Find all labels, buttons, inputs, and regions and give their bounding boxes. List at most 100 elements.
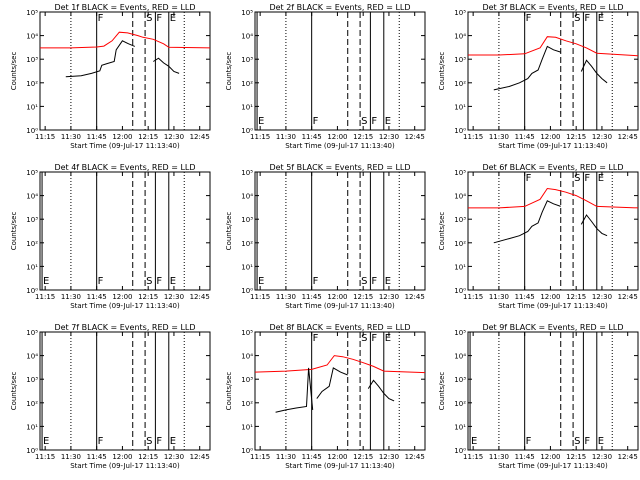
detector-panel-4: Det 4f BLACK = Events, RED = LLD 10⁰ 10¹ 10… [10, 163, 211, 310]
y-axis-label: Counts/sec [225, 212, 233, 251]
event-marker-label: F [526, 13, 532, 24]
x-tick-label: 11:30 [489, 133, 509, 141]
y-tick-label: 10⁰ [241, 287, 253, 295]
y-tick-label: 10⁵ [454, 9, 466, 17]
y-tick-label: 10² [454, 80, 466, 88]
x-tick-label: 12:15 [566, 293, 586, 301]
y-tick-label: 10⁴ [26, 193, 38, 201]
event-marker-label: F [526, 436, 532, 447]
x-tick-label: 12:45 [618, 133, 638, 141]
panel-title: Det 9f BLACK = Events, RED = LLD [482, 323, 623, 332]
series-line [65, 40, 135, 78]
x-tick-label: 12:15 [353, 133, 373, 141]
event-marker-label: S [361, 333, 367, 344]
plot-frame [254, 11, 426, 131]
y-tick-label: 10³ [241, 56, 253, 64]
panel-title: Det 8f BLACK = Events, RED = LLD [269, 323, 410, 332]
y-tick-label: 10⁴ [241, 353, 253, 361]
plot-frame [467, 11, 639, 131]
plot-frame [467, 331, 639, 451]
x-tick-label: 12:15 [138, 293, 158, 301]
y-tick-label: 10⁴ [454, 33, 466, 41]
x-axis-label: Start Time (09-Jul-17 11:13:40) [285, 142, 395, 150]
event-marker-label: F [526, 173, 532, 184]
detector-panel-8: Det 8f BLACK = Events, RED = LLD 10⁰ 10¹ 10… [225, 323, 426, 470]
detector-panel-2: Det 2f BLACK = Events, RED = LLD 10⁰ 10¹ 10… [225, 3, 426, 150]
panel-title: Det 5f BLACK = Events, RED = LLD [269, 163, 410, 172]
x-tick-label: 12:00 [112, 293, 132, 301]
series-line [316, 367, 348, 399]
x-tick-label: 11:45 [87, 453, 107, 461]
x-tick-label: 12:45 [405, 133, 425, 141]
plot-frame [39, 331, 211, 451]
x-tick-label: 11:15 [463, 453, 483, 461]
panel-title: Det 2f BLACK = Events, RED = LLD [269, 3, 410, 12]
x-tick-label: 12:00 [327, 133, 347, 141]
x-tick-label: 11:15 [463, 133, 483, 141]
y-tick-label: 10⁰ [26, 447, 38, 455]
event-marker-label: F [156, 276, 162, 287]
x-tick-label: 12:45 [190, 293, 210, 301]
event-marker-label: E [471, 436, 477, 447]
x-tick-label: 11:15 [35, 133, 55, 141]
x-tick-label: 12:15 [353, 293, 373, 301]
y-tick-label: 10³ [241, 216, 253, 224]
detector-panel-5: Det 5f BLACK = Events, RED = LLD 10⁰ 10¹ 10… [225, 163, 426, 310]
x-tick-label: 12:00 [540, 453, 560, 461]
y-tick-label: 10² [454, 240, 466, 248]
x-tick-label: 12:30 [379, 293, 399, 301]
y-tick-label: 10⁰ [454, 287, 466, 295]
y-axis-label: Counts/sec [10, 52, 18, 91]
event-marker-label: S [574, 173, 580, 184]
y-axis-label: Counts/sec [438, 372, 446, 411]
event-marker-label: E [598, 436, 604, 447]
event-marker-label: S [146, 436, 152, 447]
y-tick-label: 10⁰ [241, 447, 253, 455]
y-tick-label: 10¹ [26, 103, 38, 111]
x-tick-label: 12:30 [379, 133, 399, 141]
y-tick-label: 10⁴ [26, 353, 38, 361]
x-tick-label: 12:00 [112, 133, 132, 141]
series-line [275, 367, 314, 413]
event-marker-label: F [584, 173, 590, 184]
event-marker-label: F [156, 436, 162, 447]
y-tick-label: 10¹ [241, 103, 253, 111]
y-tick-label: 10⁵ [241, 329, 253, 337]
y-tick-label: 10⁰ [241, 127, 253, 135]
y-tick-label: 10⁰ [454, 447, 466, 455]
y-tick-label: 10³ [241, 376, 253, 384]
event-marker-label: F [371, 116, 377, 127]
y-tick-label: 10³ [454, 216, 466, 224]
event-marker-label: F [313, 276, 319, 287]
x-tick-label: 11:30 [489, 293, 509, 301]
event-marker-label: F [584, 436, 590, 447]
detector-panel-3: Det 3f BLACK = Events, RED = LLD 10⁰ 10¹ 10… [438, 3, 639, 150]
panel-title: Det 7f BLACK = Events, RED = LLD [54, 323, 195, 332]
series-line [367, 379, 395, 402]
x-axis-label: Start Time (09-Jul-17 11:13:40) [498, 462, 608, 470]
detector-panel-1: Det 1f BLACK = Events, RED = LLD 10⁰ 10¹ 10… [10, 3, 211, 150]
x-tick-label: 12:30 [592, 133, 612, 141]
x-tick-label: 12:00 [327, 293, 347, 301]
y-tick-label: 10¹ [26, 263, 38, 271]
event-marker-label: E [258, 276, 264, 287]
event-marker-label: S [574, 436, 580, 447]
x-tick-label: 12:15 [138, 453, 158, 461]
x-tick-label: 12:45 [190, 453, 210, 461]
event-marker-label: F [371, 276, 377, 287]
y-tick-label: 10² [26, 240, 38, 248]
event-marker-label: F [313, 333, 319, 344]
x-axis-label: Start Time (09-Jul-17 11:13:40) [70, 302, 180, 310]
y-tick-label: 10⁰ [26, 287, 38, 295]
y-tick-label: 10⁵ [26, 9, 38, 17]
y-axis-label: Counts/sec [10, 212, 18, 251]
event-marker-label: S [361, 276, 367, 287]
y-tick-label: 10¹ [26, 423, 38, 431]
y-tick-label: 10² [26, 400, 38, 408]
y-tick-label: 10⁵ [26, 329, 38, 337]
x-tick-label: 12:45 [618, 293, 638, 301]
panel-title: Det 6f BLACK = Events, RED = LLD [482, 163, 623, 172]
y-tick-label: 10³ [26, 376, 38, 384]
y-tick-label: 10¹ [454, 423, 466, 431]
x-tick-label: 12:30 [592, 453, 612, 461]
